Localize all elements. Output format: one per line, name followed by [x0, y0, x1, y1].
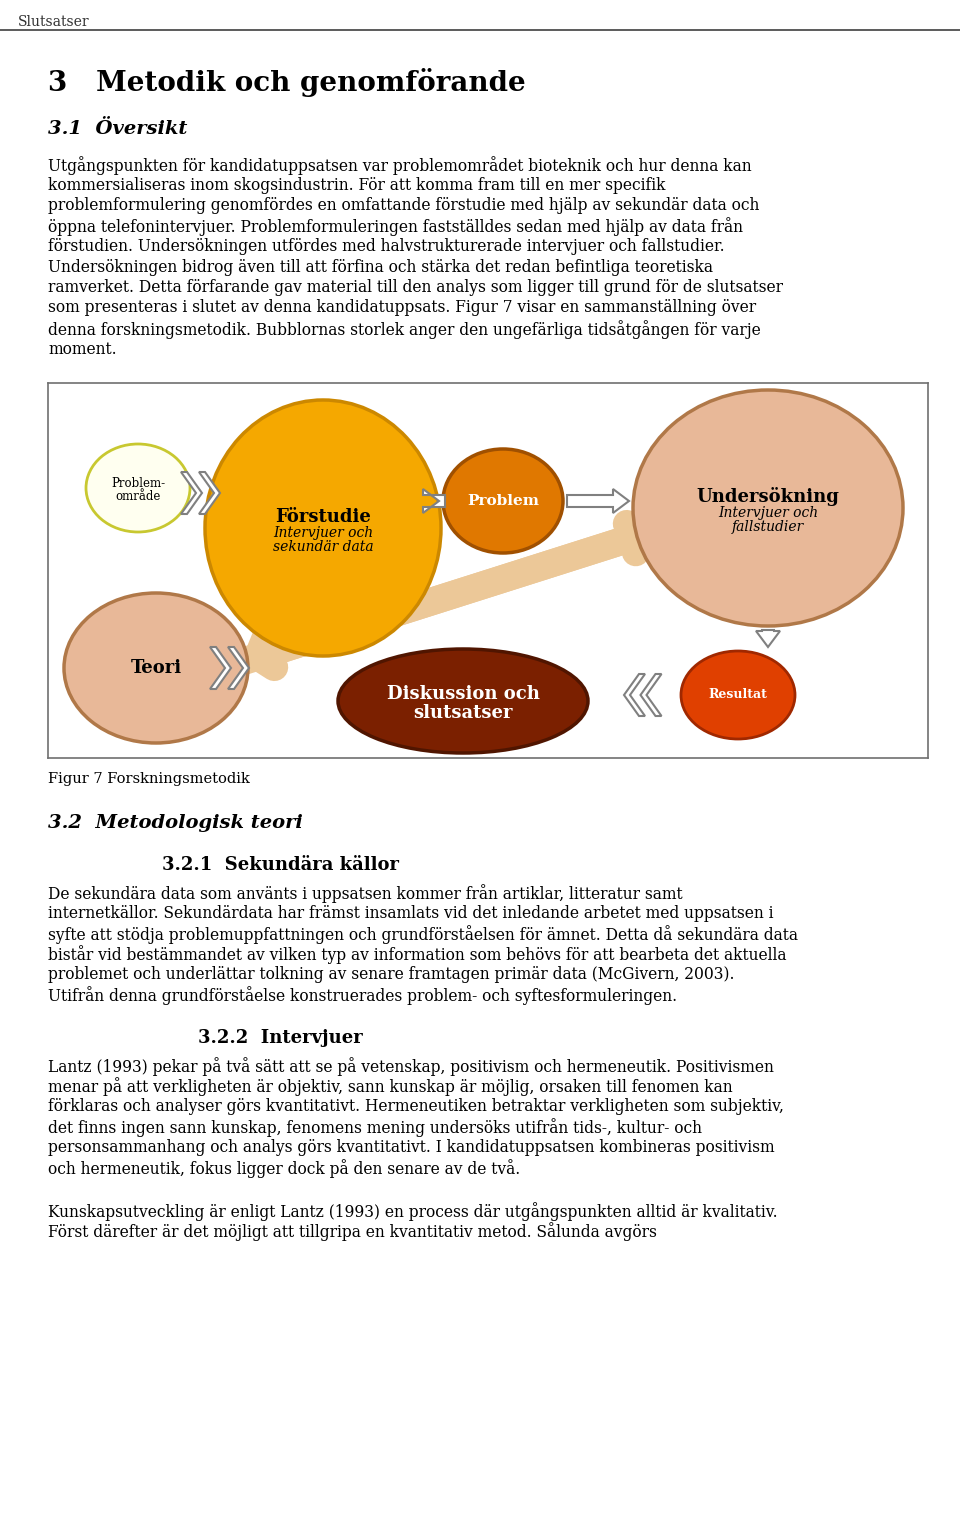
Text: Problem-: Problem-: [111, 478, 165, 490]
Text: problemet och underlättar tolkning av senare framtagen primär data (McGivern, 20: problemet och underlättar tolkning av se…: [48, 966, 734, 983]
Ellipse shape: [338, 649, 588, 753]
Ellipse shape: [633, 389, 903, 627]
Ellipse shape: [86, 444, 190, 532]
Text: förstudien. Undersökningen utfördes med halvstrukturerade intervjuer och fallstu: förstudien. Undersökningen utfördes med …: [48, 237, 725, 256]
Text: slutsatser: slutsatser: [413, 704, 513, 722]
Text: internetkällor. Sekundärdata har främst insamlats vid det inledande arbetet med : internetkällor. Sekundärdata har främst …: [48, 905, 774, 922]
Text: menar på att verkligheten är objektiv, sann kunskap är möjlig, orsaken till feno: menar på att verkligheten är objektiv, s…: [48, 1077, 732, 1097]
Polygon shape: [423, 488, 445, 513]
Text: problemformulering genomfördes en omfattande förstudie med hjälp av sekundär dat: problemformulering genomfördes en omfatt…: [48, 198, 759, 214]
Text: Figur 7 Forskningsmetodik: Figur 7 Forskningsmetodik: [48, 773, 250, 786]
Text: Utgångspunkten för kandidatuppsatsen var problemområdet bioteknik och hur denna : Utgångspunkten för kandidatuppsatsen var…: [48, 157, 752, 175]
Text: De sekundära data som använts i uppsatsen kommer från artiklar, litteratur samt: De sekundära data som använts i uppsatse…: [48, 884, 683, 903]
Text: öppna telefonintervjuer. Problemformuleringen fastställdes sedan med hjälp av da: öppna telefonintervjuer. Problemformuler…: [48, 218, 743, 236]
Text: Intervjuer och: Intervjuer och: [273, 526, 373, 540]
Ellipse shape: [681, 651, 795, 739]
Text: Först därefter är det möjligt att tillgripa en kvantitativ metod. Sålunda avgörs: Först därefter är det möjligt att tillgr…: [48, 1223, 657, 1241]
Text: Förstudie: Förstudie: [276, 508, 371, 526]
Text: 3   Metodik och genomförande: 3 Metodik och genomförande: [48, 68, 526, 97]
Text: fallstudier: fallstudier: [732, 520, 804, 534]
Text: Problem: Problem: [467, 494, 539, 508]
Text: denna forskningsmetodik. Bubblornas storlek anger den ungefärliga tidsåtgången f: denna forskningsmetodik. Bubblornas stor…: [48, 319, 760, 339]
Text: 3.1  Översikt: 3.1 Översikt: [48, 120, 187, 138]
Text: Lantz (1993) pekar på två sätt att se på vetenskap, positivism och hermeneutik. : Lantz (1993) pekar på två sätt att se på…: [48, 1057, 774, 1075]
Text: syfte att stödja problemuppfattningen och grundförståelsen för ämnet. Detta då s: syfte att stödja problemuppfattningen oc…: [48, 925, 798, 945]
Text: 3.2.2  Intervjuer: 3.2.2 Intervjuer: [198, 1030, 362, 1046]
Text: sekundär data: sekundär data: [273, 540, 373, 554]
Text: område: område: [115, 490, 160, 502]
Ellipse shape: [64, 593, 248, 742]
Text: Utifrån denna grundförståelse konstruerades problem- och syftesformuleringen.: Utifrån denna grundförståelse konstruera…: [48, 987, 677, 1005]
Ellipse shape: [443, 449, 563, 554]
Ellipse shape: [205, 400, 441, 656]
Text: Undersökningen bidrog även till att förfina och stärka det redan befintliga teor: Undersökningen bidrog även till att förf…: [48, 259, 713, 275]
Text: förklaras och analyser görs kvantitativt. Hermeneutiken betraktar verkligheten s: förklaras och analyser görs kvantitativt…: [48, 1098, 784, 1115]
Text: Undersökning: Undersökning: [697, 487, 839, 506]
Text: Resultat: Resultat: [708, 689, 767, 701]
Text: och hermeneutik, fokus ligger dock på den senare av de två.: och hermeneutik, fokus ligger dock på de…: [48, 1159, 520, 1179]
Polygon shape: [756, 630, 780, 646]
Polygon shape: [567, 488, 629, 513]
Text: Diskussion och: Diskussion och: [387, 686, 540, 704]
Text: moment.: moment.: [48, 341, 116, 357]
Text: personsammanhang och analys görs kvantitativt. I kandidatuppsatsen kombineras po: personsammanhang och analys görs kvantit…: [48, 1139, 775, 1156]
Text: 3.2.1  Sekundära källor: 3.2.1 Sekundära källor: [161, 856, 398, 875]
Polygon shape: [210, 646, 231, 689]
Text: bistår vid bestämmandet av vilken typ av information som behövs för att bearbeta: bistår vid bestämmandet av vilken typ av…: [48, 946, 786, 964]
Polygon shape: [181, 472, 202, 514]
Polygon shape: [199, 472, 220, 514]
Text: som presenteras i slutet av denna kandidatuppsats. Figur 7 visar en sammanställn: som presenteras i slutet av denna kandid…: [48, 300, 756, 316]
Polygon shape: [624, 674, 645, 716]
Text: ramverket. Detta förfarande gav material till den analys som ligger till grund f: ramverket. Detta förfarande gav material…: [48, 278, 783, 297]
Polygon shape: [228, 646, 249, 689]
Text: kommersialiseras inom skogsindustrin. För att komma fram till en mer specifik: kommersialiseras inom skogsindustrin. Fö…: [48, 176, 665, 193]
Text: 3.2  Metodologisk teori: 3.2 Metodologisk teori: [48, 814, 302, 832]
Polygon shape: [640, 674, 661, 716]
Text: det finns ingen sann kunskap, fenomens mening undersöks utifrån tids-, kultur- o: det finns ingen sann kunskap, fenomens m…: [48, 1118, 702, 1138]
Text: Kunskapsutveckling är enligt Lantz (1993) en process där utgångspunkten alltid ä: Kunskapsutveckling är enligt Lantz (1993…: [48, 1202, 778, 1221]
Text: Slutsatser: Slutsatser: [18, 15, 89, 29]
Text: Intervjuer och: Intervjuer och: [718, 506, 818, 520]
Text: Teori: Teori: [131, 659, 181, 677]
